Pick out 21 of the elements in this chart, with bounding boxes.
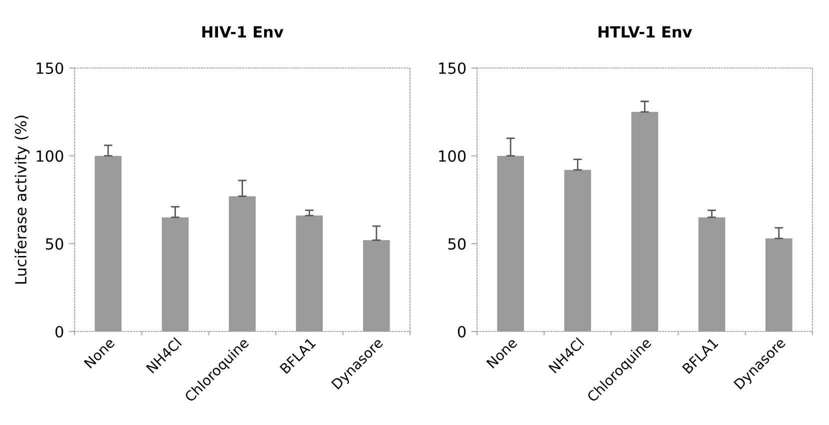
bar (497, 156, 524, 332)
y-tick-label: 0 (55, 326, 64, 338)
y-tick-label: 0 (458, 326, 466, 338)
bar (564, 170, 592, 332)
y-tick-label: 50 (448, 238, 466, 250)
chart-title: HTLV-1 Env (598, 26, 692, 38)
y-axis-title: Luciferase activity (%) (14, 116, 30, 284)
bar (296, 216, 323, 332)
bar (162, 217, 189, 332)
y-tick-label: 100 (36, 150, 64, 162)
bar (94, 156, 122, 332)
y-tick-label: 50 (46, 238, 64, 250)
y-tick-label: 150 (439, 62, 466, 74)
bar (228, 196, 256, 332)
bar (698, 217, 726, 332)
bar (765, 238, 792, 332)
y-tick-label: 100 (439, 150, 466, 162)
bar (631, 112, 658, 332)
bar (363, 240, 390, 332)
chart-title: HIV-1 Env (202, 26, 284, 38)
y-tick-label: 150 (36, 62, 64, 74)
